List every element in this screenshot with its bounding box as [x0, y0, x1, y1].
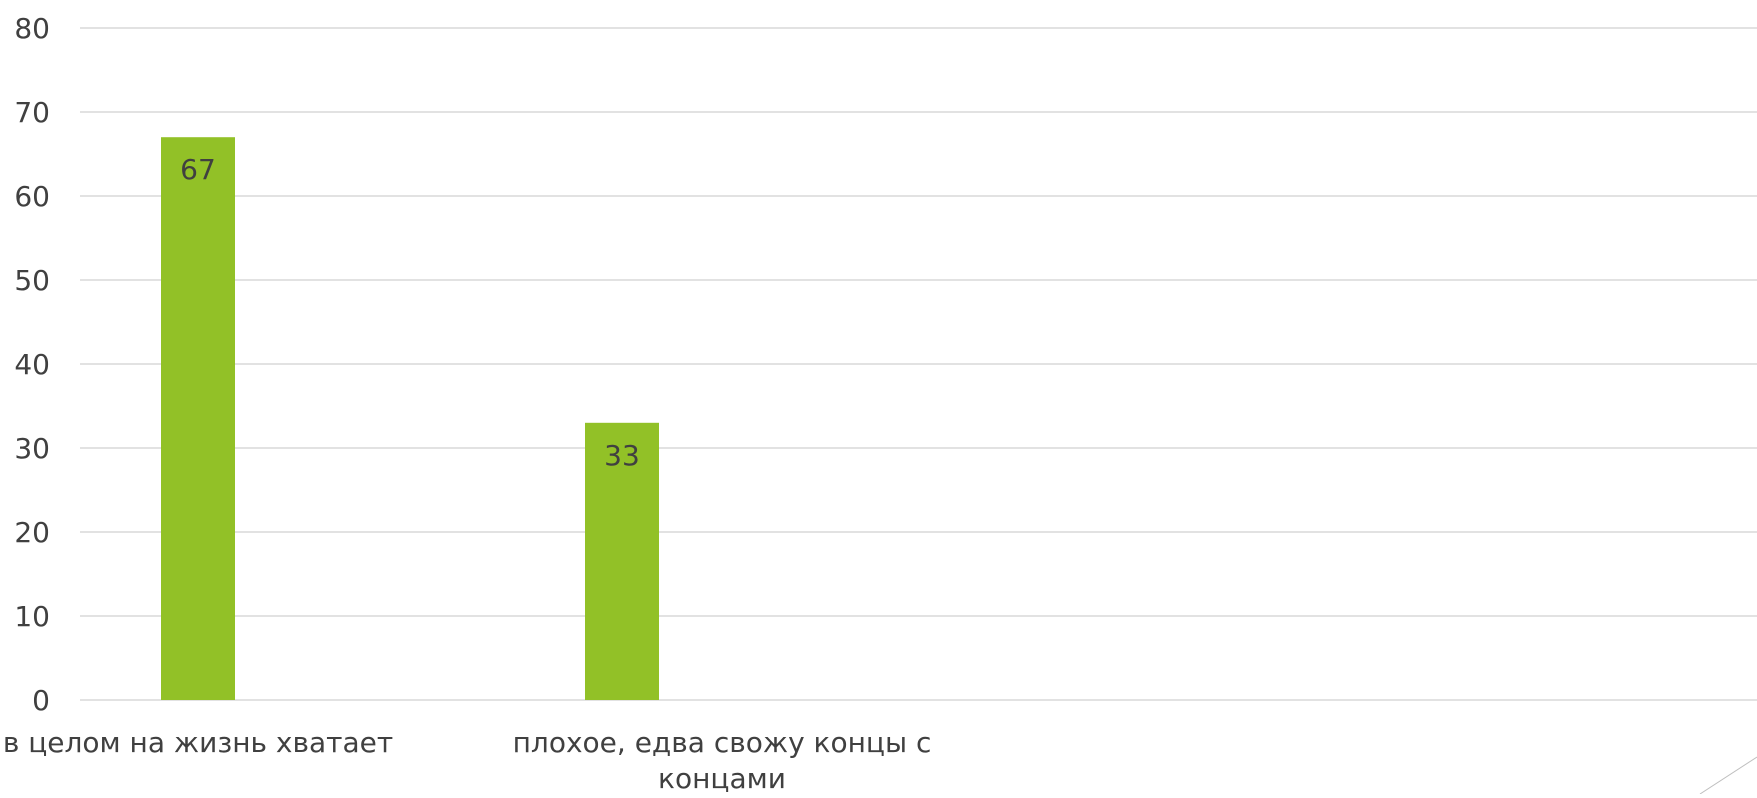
bar — [161, 137, 235, 700]
y-tick-label: 70 — [14, 96, 50, 129]
data-label: 67 — [180, 153, 216, 186]
y-tick-label: 10 — [14, 600, 50, 633]
y-tick-label: 80 — [14, 12, 50, 45]
data-label: 33 — [604, 439, 640, 472]
y-tick-label: 20 — [14, 516, 50, 549]
x-category-label-line: в целом на жизнь хватает — [3, 726, 393, 759]
x-category-label: в целом на жизнь хватает — [3, 726, 393, 759]
bars — [161, 137, 659, 700]
x-category-label: плохое, едва свожу концы с концами — [513, 726, 932, 794]
grid-lines — [80, 27, 1757, 701]
x-category-label-line: плохое, едва свожу концы с — [513, 726, 932, 759]
y-tick-label: 0 — [32, 684, 50, 717]
data-labels: 67 33 — [180, 153, 640, 472]
y-axis-tick-labels: 0 10 20 30 40 50 60 70 80 — [14, 12, 50, 717]
y-tick-label: 60 — [14, 180, 50, 213]
bar — [585, 422, 659, 700]
y-tick-label: 50 — [14, 264, 50, 297]
y-tick-label: 40 — [14, 348, 50, 381]
y-tick-label: 30 — [14, 432, 50, 465]
x-axis-category-labels: в целом на жизнь хватает плохое, едва сво… — [3, 726, 932, 795]
x-category-label-line: концами — [658, 762, 786, 794]
corner-decoration-line — [1699, 756, 1757, 795]
